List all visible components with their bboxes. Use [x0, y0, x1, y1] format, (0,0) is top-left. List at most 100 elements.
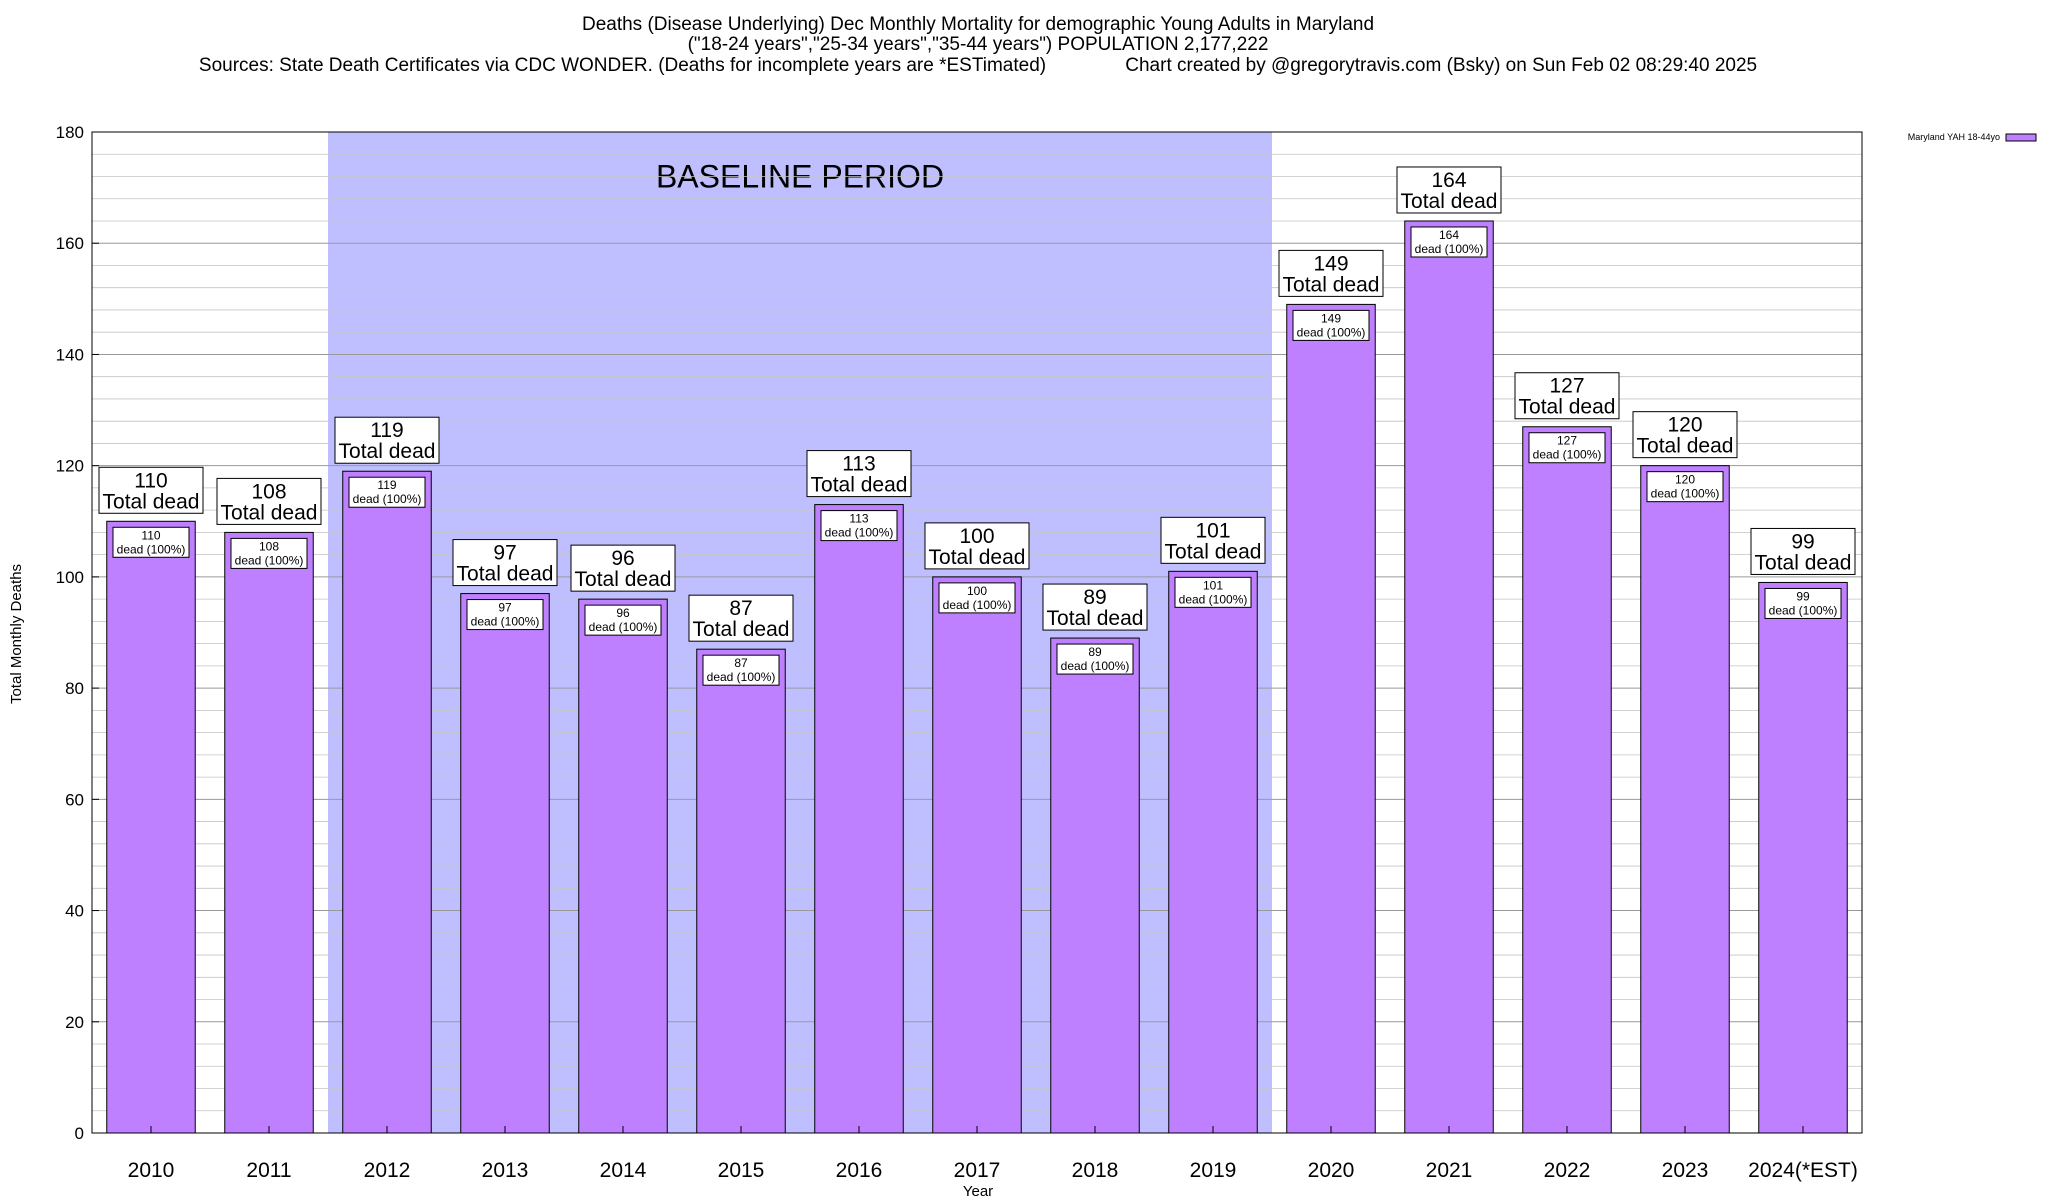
x-tick-label: 2020 [1308, 1159, 1355, 1182]
x-tick-label: 2014 [600, 1159, 647, 1182]
top-label-box-2014 [570, 544, 676, 592]
inner-label-value-2017: 100 [967, 584, 987, 598]
x-tick-label: 2023 [1662, 1159, 1709, 1182]
x-tick-label: 2013 [482, 1159, 529, 1182]
inner-label-text-2015: dead (100%) [707, 670, 776, 684]
top-label-box-2018 [1042, 583, 1148, 631]
inner-label-text-2011: dead (100%) [235, 553, 304, 567]
inner-label-box-2019 [1174, 576, 1252, 608]
chart-title-block: Deaths (Disease Underlying) Dec Monthly … [199, 14, 1757, 76]
bar-2010 [106, 520, 196, 1134]
top-label-text-2023: Total dead [1637, 435, 1734, 458]
inner-label-text-2014: dead (100%) [589, 620, 658, 634]
x-tick-label: 2017 [954, 1159, 1001, 1182]
top-label-value-2023: 120 [1667, 414, 1702, 437]
y-tick-label: 180 [56, 123, 84, 142]
inner-label-box-2018 [1056, 643, 1134, 675]
inner-label-box-2024(*EST) [1764, 587, 1842, 619]
inner-label-value-2012: 119 [377, 478, 396, 492]
y-axis-title: Total Monthly Deaths [8, 564, 25, 704]
top-label-text-2024(*EST): Total dead [1755, 551, 1852, 574]
inner-label-box-2012 [348, 476, 426, 508]
inner-label-text-2016: dead (100%) [825, 526, 894, 540]
top-label-value-2013: 97 [493, 542, 516, 565]
bar-2023 [1640, 465, 1730, 1134]
inner-label-box-2022 [1528, 432, 1606, 464]
axes: 0 20 40 60 80 100 120 140 160 180 2010 2011 2012 2013… [56, 123, 1863, 1182]
legend-label: Maryland YAH 18-44yo [1908, 132, 2000, 142]
inner-label-value-2023: 120 [1675, 473, 1695, 487]
inner-label-value-2018: 89 [1088, 645, 1102, 659]
bar-2013 [460, 593, 550, 1134]
top-label-text-2013: Total dead [457, 563, 554, 586]
inner-label-value-2013: 97 [498, 601, 512, 615]
top-label-text-2010: Total dead [103, 490, 200, 513]
chart-title-line-1: Deaths (Disease Underlying) Dec Monthly … [582, 14, 1374, 35]
inner-label-value-2020: 149 [1321, 311, 1341, 325]
bar-2017 [932, 576, 1022, 1134]
inner-label-value-2014: 96 [616, 606, 630, 620]
inner-label-box-2011 [230, 537, 308, 569]
top-label-text-2014: Total dead [575, 568, 672, 591]
top-label-value-2019: 101 [1195, 519, 1230, 542]
chart-title-line-2: ("18-24 years","25-34 years","35-44 year… [688, 34, 1269, 55]
inner-label-box-2023 [1646, 471, 1724, 503]
x-tick-label: 2011 [246, 1159, 291, 1182]
inner-label-box-2017 [938, 582, 1016, 614]
top-label-value-2012: 119 [370, 419, 403, 442]
inner-label-text-2017: dead (100%) [943, 598, 1012, 612]
bars [106, 220, 1848, 1134]
x-tick-label: 2019 [1190, 1159, 1237, 1182]
y-tick-label: 100 [56, 568, 84, 587]
inner-label-text-2023: dead (100%) [1651, 487, 1720, 501]
top-label-value-2017: 100 [959, 525, 994, 548]
inner-label-text-2024(*EST): dead (100%) [1769, 603, 1838, 617]
bar-2022 [1522, 426, 1612, 1134]
y-tick-label: 160 [56, 234, 84, 253]
x-tick-label: 2010 [128, 1159, 175, 1182]
inner-label-text-2018: dead (100%) [1061, 659, 1130, 673]
inner-label-text-2020: dead (100%) [1297, 325, 1366, 339]
chart-title-line-3: Sources: State Death Certificates via CD… [199, 55, 1757, 76]
bar-2011 [224, 531, 314, 1134]
inner-label-box-2013 [466, 599, 544, 631]
top-label-value-2024(*EST): 99 [1791, 530, 1814, 553]
legend: Maryland YAH 18-44yo [1908, 132, 2037, 142]
top-label-box-2020 [1278, 249, 1384, 297]
y-tick-label: 80 [65, 679, 84, 698]
top-label-value-2010: 110 [134, 469, 167, 492]
y-tick-label: 0 [75, 1124, 84, 1143]
x-tick-label: 2024(*EST) [1748, 1159, 1858, 1182]
x-tick-label: 2022 [1544, 1159, 1591, 1182]
inner-label-box-2016 [820, 510, 898, 542]
top-label-box-2013 [452, 539, 558, 587]
bar-2024(*EST) [1758, 581, 1848, 1134]
y-tick-label: 60 [65, 790, 84, 809]
top-label-text-2012: Total dead [339, 440, 436, 463]
inner-label-value-2019: 101 [1203, 578, 1223, 592]
inner-label-value-2010: 110 [141, 528, 160, 542]
bar-2020 [1286, 303, 1376, 1134]
top-label-value-2015: 87 [729, 597, 752, 620]
x-axis-title: Year [963, 1183, 993, 1200]
inner-label-text-2013: dead (100%) [471, 615, 540, 629]
y-tick-label: 20 [65, 1013, 84, 1032]
top-label-text-2021: Total dead [1401, 190, 1498, 213]
top-label-box-2010 [98, 466, 204, 514]
inner-label-text-2021: dead (100%) [1415, 242, 1484, 256]
top-label-value-2020: 149 [1313, 252, 1348, 275]
top-label-text-2016: Total dead [811, 474, 908, 497]
bar-2015 [696, 648, 786, 1134]
top-label-box-2022 [1514, 372, 1620, 420]
bar-2014 [578, 598, 668, 1134]
inner-label-text-2019: dead (100%) [1179, 592, 1248, 606]
top-label-box-2024(*EST) [1750, 527, 1856, 575]
x-tick-label: 2015 [718, 1159, 765, 1182]
bar-2016 [814, 504, 904, 1134]
inner-label-value-2016: 113 [849, 512, 868, 526]
inner-label-value-2021: 164 [1439, 228, 1459, 242]
inner-label-box-2014 [584, 604, 662, 636]
inner-label-box-2021 [1410, 226, 1488, 258]
